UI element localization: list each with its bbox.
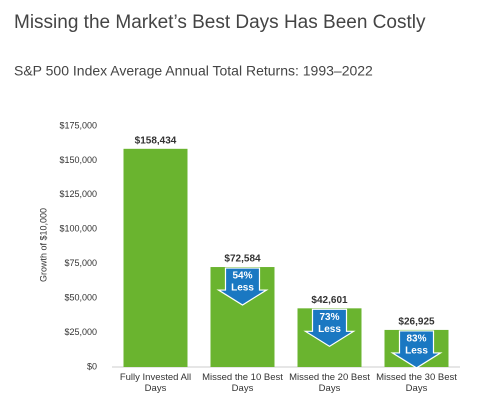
reduction-arrow xyxy=(390,330,443,369)
x-tick-label: Missed the 30 Best Days xyxy=(376,372,457,394)
reduction-arrow xyxy=(216,267,269,306)
reduction-label: 83% xyxy=(406,334,426,345)
y-tick-label: $0 xyxy=(87,361,97,371)
reduction-label: 54% xyxy=(232,271,252,282)
reduction-note: Less xyxy=(231,283,254,294)
reduction-note: Less xyxy=(318,324,341,335)
value-label: $26,925 xyxy=(398,317,435,328)
reduction-arrow xyxy=(303,308,356,348)
y-tick-label: $50,000 xyxy=(64,293,97,303)
y-tick-label: $175,000 xyxy=(59,120,97,130)
x-tick-label: Fully Invested All Days xyxy=(119,372,192,394)
value-label: $42,601 xyxy=(311,295,348,306)
y-tick-label: $100,000 xyxy=(59,224,97,234)
x-tick-label: Missed the 20 Best Days xyxy=(289,372,370,394)
y-tick-label: $25,000 xyxy=(64,327,97,337)
bar xyxy=(123,148,188,367)
reduction-note: Less xyxy=(405,346,428,357)
y-axis-label: Growth of $10,000 xyxy=(38,208,48,282)
chart-subtitle: S&P 500 Index Average Annual Total Retur… xyxy=(14,63,373,79)
y-tick-label: $125,000 xyxy=(59,189,97,199)
value-label: $158,434 xyxy=(135,135,177,146)
y-tick-label: $75,000 xyxy=(64,258,97,268)
y-tick-label: $150,000 xyxy=(59,155,97,165)
reduction-label: 73% xyxy=(319,312,339,323)
x-tick-label: Missed the 10 Best Days xyxy=(202,372,283,394)
value-label: $72,584 xyxy=(224,254,261,265)
chart-title: Missing the Market’s Best Days Has Been … xyxy=(14,12,426,33)
